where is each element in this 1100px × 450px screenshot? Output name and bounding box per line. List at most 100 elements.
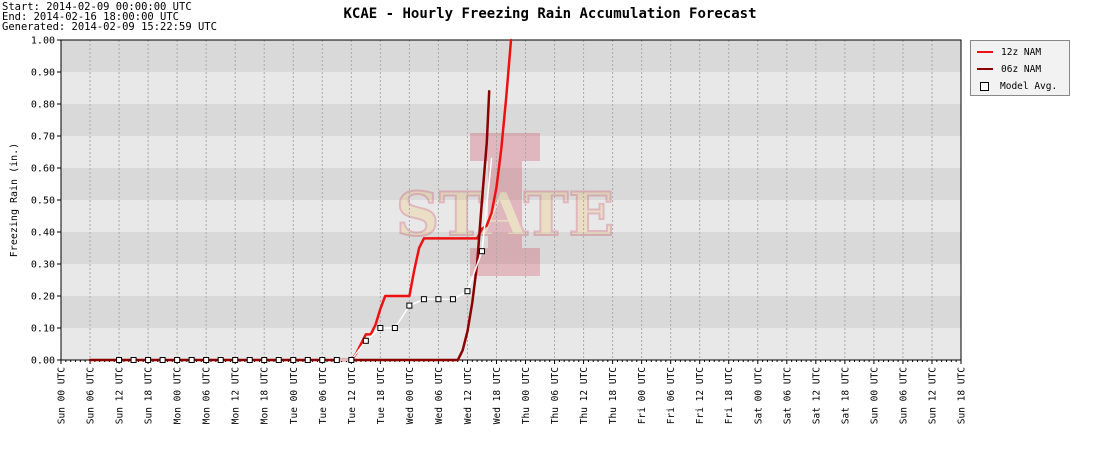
x-tick-label: Thu 12 UTC	[579, 367, 590, 424]
x-tick-label: Sat 18 UTC	[840, 367, 851, 424]
isu-watermark-logo: STATE	[395, 133, 615, 276]
x-tick-label: Wed 12 UTC	[463, 367, 474, 424]
legend-label: 12z NAM	[1001, 46, 1042, 58]
model-avg-marker	[188, 357, 195, 363]
x-tick-label: Mon 18 UTC	[260, 367, 271, 424]
x-tick-label: Sun 00 UTC	[57, 367, 68, 424]
x-tick-label: Sun 06 UTC	[86, 367, 97, 424]
x-tick-label: Sat 00 UTC	[753, 367, 764, 424]
model-avg-marker	[159, 357, 166, 363]
svg-text:STATE: STATE	[396, 180, 614, 250]
y-tick-label: 0.70	[31, 132, 55, 143]
y-tick-label: 0.30	[31, 260, 55, 271]
x-tick-label: Thu 18 UTC	[608, 367, 619, 424]
x-axis: Sun 00 UTC Sun 06 UTC Sun 12 UTC Sun 18 UTC…	[57, 360, 968, 424]
model-avg-marker	[203, 357, 210, 363]
plot-band	[61, 328, 961, 360]
x-tick-label: Sat 12 UTC	[811, 367, 822, 424]
y-tick-label: 0.10	[31, 324, 55, 335]
series-line-12z-nam	[350, 38, 513, 362]
x-tick-label: Fri 18 UTC	[724, 367, 735, 424]
x-tick-label: Fri 06 UTC	[666, 367, 677, 424]
model-avg-marker	[130, 357, 137, 363]
legend-marker-icon	[980, 81, 989, 91]
x-tick-label: Wed 18 UTC	[492, 367, 503, 424]
model-avg-marker	[406, 302, 413, 309]
y-tick-label: 0.00	[31, 356, 55, 367]
generated-time-text: Generated: 2014-02-09 15:22:59 UTC	[2, 21, 217, 33]
model-avg-marker	[391, 325, 398, 331]
chart-title: KCAE - Hourly Freezing Rain Accumulation…	[343, 6, 757, 22]
model-avg-marker	[275, 357, 282, 363]
legend-label: Model Avg.	[1000, 80, 1058, 92]
x-tick-label: Sun 12 UTC	[927, 367, 938, 424]
x-tick-label: Mon 06 UTC	[202, 367, 213, 424]
plot-band	[61, 104, 961, 136]
x-tick-label: Thu 00 UTC	[521, 367, 532, 424]
end-time-text: End: 2014-02-16 18:00:00 UTC	[2, 11, 180, 23]
plot-band	[61, 264, 961, 296]
model-avg-marker	[478, 248, 485, 255]
y-axis-label: Freezing Rain (in.)	[9, 143, 20, 257]
model-avg-marker	[449, 296, 456, 303]
series-line-06z-nam	[88, 89, 491, 362]
model-avg-marker	[116, 357, 123, 363]
start-time-text: Start: 2014-02-09 00:00:00 UTC	[2, 1, 192, 13]
legend: 12z NAM 06z NAM Model Avg.	[970, 40, 1070, 96]
x-tick-label: Sat 06 UTC	[782, 367, 793, 424]
y-tick-label: 1.00	[31, 36, 55, 47]
x-tick-label: Thu 06 UTC	[550, 367, 561, 424]
model-avg-marker	[420, 296, 427, 303]
x-tick-label: Tue 06 UTC	[318, 367, 329, 424]
model-avg-marker	[261, 357, 268, 363]
x-tick-label: Mon 12 UTC	[231, 367, 242, 424]
model-avg-marker	[319, 357, 326, 363]
y-tick-label: 0.80	[31, 100, 55, 111]
x-tick-label: Sun 12 UTC	[115, 367, 126, 424]
model-avg-marker	[145, 357, 152, 363]
x-tick-label: Tue 12 UTC	[347, 367, 358, 424]
y-tick-label: 0.90	[31, 68, 55, 79]
model-avg-marker	[290, 357, 297, 363]
y-tick-label: 0.50	[31, 196, 55, 207]
x-tick-label: Sun 00 UTC	[869, 367, 880, 424]
y-tick-label: 0.20	[31, 292, 55, 303]
y-tick-label: 0.60	[31, 164, 55, 175]
x-tick-label: Mon 00 UTC	[173, 367, 184, 424]
legend-line-swatch	[977, 68, 993, 70]
plot-band	[61, 200, 961, 232]
model-avg-marker	[304, 357, 311, 363]
x-tick-label: Fri 00 UTC	[637, 367, 648, 424]
legend-label: 06z NAM	[1001, 63, 1042, 75]
chart-header: Start: 2014-02-09 00:00:00 UTC End: 2014…	[0, 0, 1100, 36]
x-tick-label: Sun 18 UTC	[957, 367, 968, 424]
model-avg-marker	[174, 357, 181, 363]
x-tick-label: Sun 18 UTC	[144, 367, 155, 424]
model-avg-marker	[348, 357, 355, 363]
plot-band	[61, 72, 961, 104]
plot-band	[61, 168, 961, 200]
model-avg-marker	[217, 357, 224, 363]
plot-background	[61, 40, 961, 360]
model-avg-marker	[377, 325, 384, 331]
model-avg-marker	[232, 357, 239, 363]
model-avg-marker	[333, 357, 340, 363]
model-avg-marker	[246, 357, 253, 363]
x-tick-label: Tue 00 UTC	[289, 367, 300, 424]
plot-band	[61, 296, 961, 328]
x-tick-label: Wed 06 UTC	[434, 367, 445, 424]
model-avg-markers	[116, 248, 485, 363]
model-avg-marker	[435, 296, 442, 303]
x-tick-label: Fri 12 UTC	[695, 367, 706, 424]
model-avg-marker	[362, 337, 369, 344]
model-avg-marker	[464, 288, 471, 295]
legend-item: 06z NAM	[977, 62, 1041, 76]
plot-band	[61, 136, 961, 168]
legend-line-swatch	[977, 51, 993, 53]
legend-item: 12z NAM	[977, 45, 1041, 59]
x-tick-label: Sun 06 UTC	[898, 367, 909, 424]
vertical-gridlines	[89, 40, 933, 360]
y-tick-label: 0.40	[31, 228, 55, 239]
x-tick-label: Tue 18 UTC	[376, 367, 387, 424]
